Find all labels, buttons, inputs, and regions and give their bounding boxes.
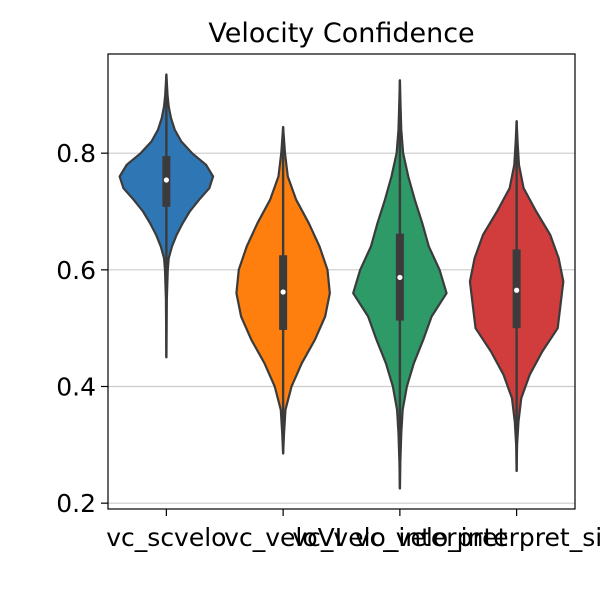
y-tick-label: 0.4: [56, 373, 96, 402]
violin-median: [397, 274, 403, 281]
x-tick-label: vc_veloVI: [224, 523, 342, 552]
violin-median: [514, 287, 520, 293]
x-tick-label: vc_velo_interpret: [292, 523, 507, 552]
violin-median: [163, 177, 169, 183]
violin-median: [280, 289, 286, 295]
x-axis: vc_scvelovc_veloVIvc_velo_interpretvc_ve…: [106, 509, 600, 552]
violins: [118, 73, 565, 490]
x-tick-label: vc_velo_interpret_singlet_: [355, 523, 600, 552]
chart-title: Velocity Confidence: [208, 18, 474, 49]
y-axis: 0.2 0.4 0.6 0.8: [56, 139, 108, 518]
plot-frame: [107, 53, 576, 510]
x-tick-label: vc_scvelo: [106, 523, 226, 552]
y-tick-label: 0.6: [56, 256, 96, 285]
y-tick-label: 0.8: [56, 139, 96, 168]
y-tick-label: 0.2: [56, 489, 96, 518]
